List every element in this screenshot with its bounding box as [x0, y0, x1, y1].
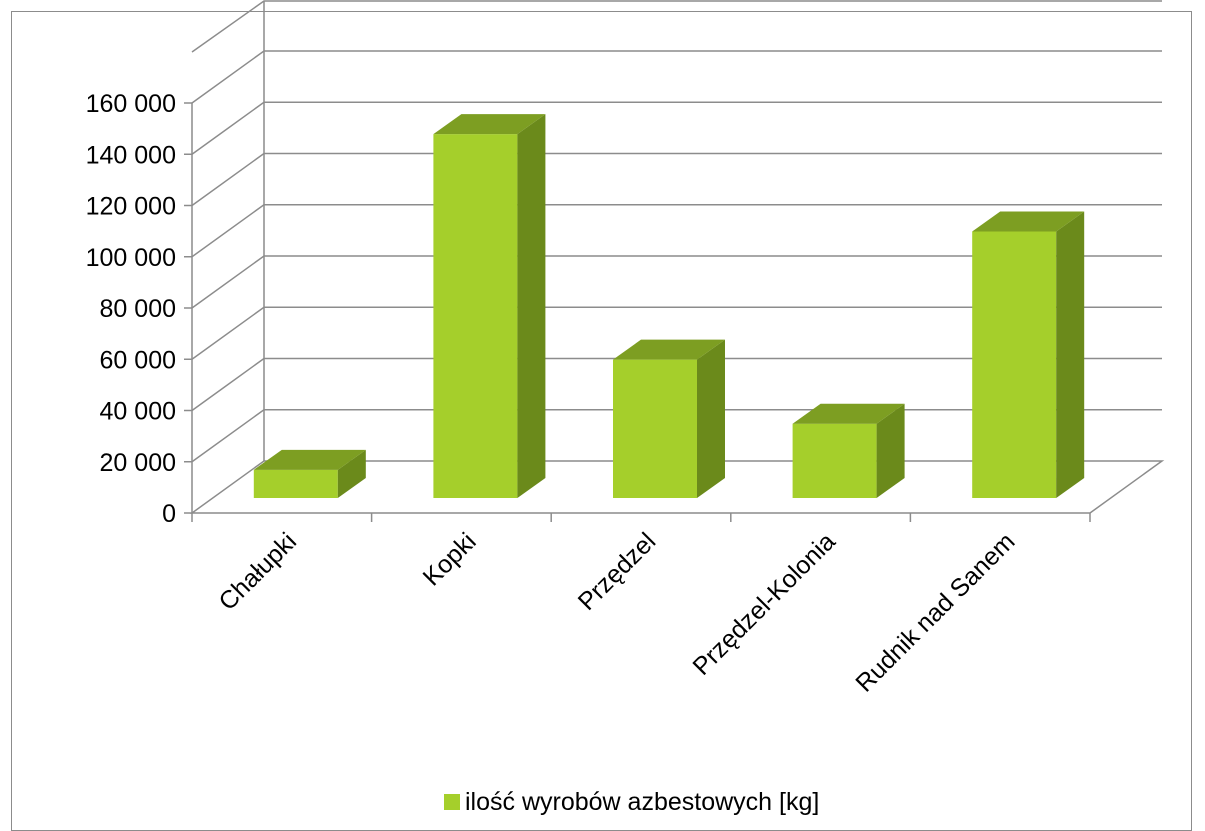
bar-side: [337, 449, 366, 498]
axes: [184, 102, 1091, 522]
bar-front: [253, 469, 338, 498]
floor-outline: [189, 460, 1165, 514]
gridline: [191, 357, 1162, 412]
bar-side: [517, 114, 546, 498]
bar-top: [792, 403, 905, 424]
y-tick-label: 100 000: [86, 244, 176, 272]
bar: [613, 339, 725, 498]
bar-top: [972, 211, 1085, 232]
bar-front: [792, 423, 877, 498]
bar-front: [972, 231, 1057, 498]
y-tick-label: 20 000: [100, 449, 176, 477]
bar-side: [697, 339, 725, 498]
category-labels: Chałupki Kopki Przędzel Przędzel-Kolonia Rud…: [213, 527, 1020, 697]
bar-top: [253, 449, 366, 470]
category-label: Kopki: [418, 527, 482, 591]
chart-walls: [189, 1, 1165, 514]
y-tick-label: 0: [162, 500, 176, 528]
legend-label: ilość wyrobów azbestowych [kg]: [465, 788, 819, 816]
y-tick-label: 140 000: [86, 141, 176, 169]
y-tick-label: 80 000: [100, 295, 176, 323]
gridline: [191, 50, 1162, 104]
y-tick-labels: 0 20 000 40 000 60 000 80 000 100 000 120 000 1…: [86, 90, 176, 528]
bar-front: [433, 134, 518, 498]
y-tick-label: 120 000: [86, 193, 176, 221]
category-label: Przędzel-Kolonia: [687, 527, 841, 681]
bar-side: [1056, 211, 1085, 498]
legend: ilość wyrobów azbestowych [kg]: [444, 788, 819, 816]
bar: [433, 114, 546, 498]
bar-side: [876, 403, 905, 498]
gridline: [191, 204, 1162, 258]
bar: [792, 403, 905, 498]
gridline: [191, 255, 1162, 309]
bar: [972, 211, 1085, 498]
gridline-top: [191, 0, 1162, 53]
y-tick-label: 160 000: [86, 90, 176, 118]
y-tick-label: 40 000: [100, 398, 176, 426]
bar-top: [433, 114, 546, 135]
bar-front: [613, 359, 697, 498]
y-tick-label: 60 000: [100, 346, 176, 374]
gridline: [191, 152, 1162, 207]
gridlines: [191, 0, 1162, 463]
category-label: Chałupki: [213, 527, 302, 616]
bar-top: [613, 339, 725, 360]
gridline: [191, 101, 1162, 155]
category-label: Przędzel: [573, 527, 662, 616]
bars: [253, 114, 1085, 498]
bar: [253, 449, 366, 498]
gridline: [191, 306, 1162, 360]
category-label: Rudnik nad Sanem: [850, 527, 1020, 697]
legend-swatch: [444, 794, 460, 810]
